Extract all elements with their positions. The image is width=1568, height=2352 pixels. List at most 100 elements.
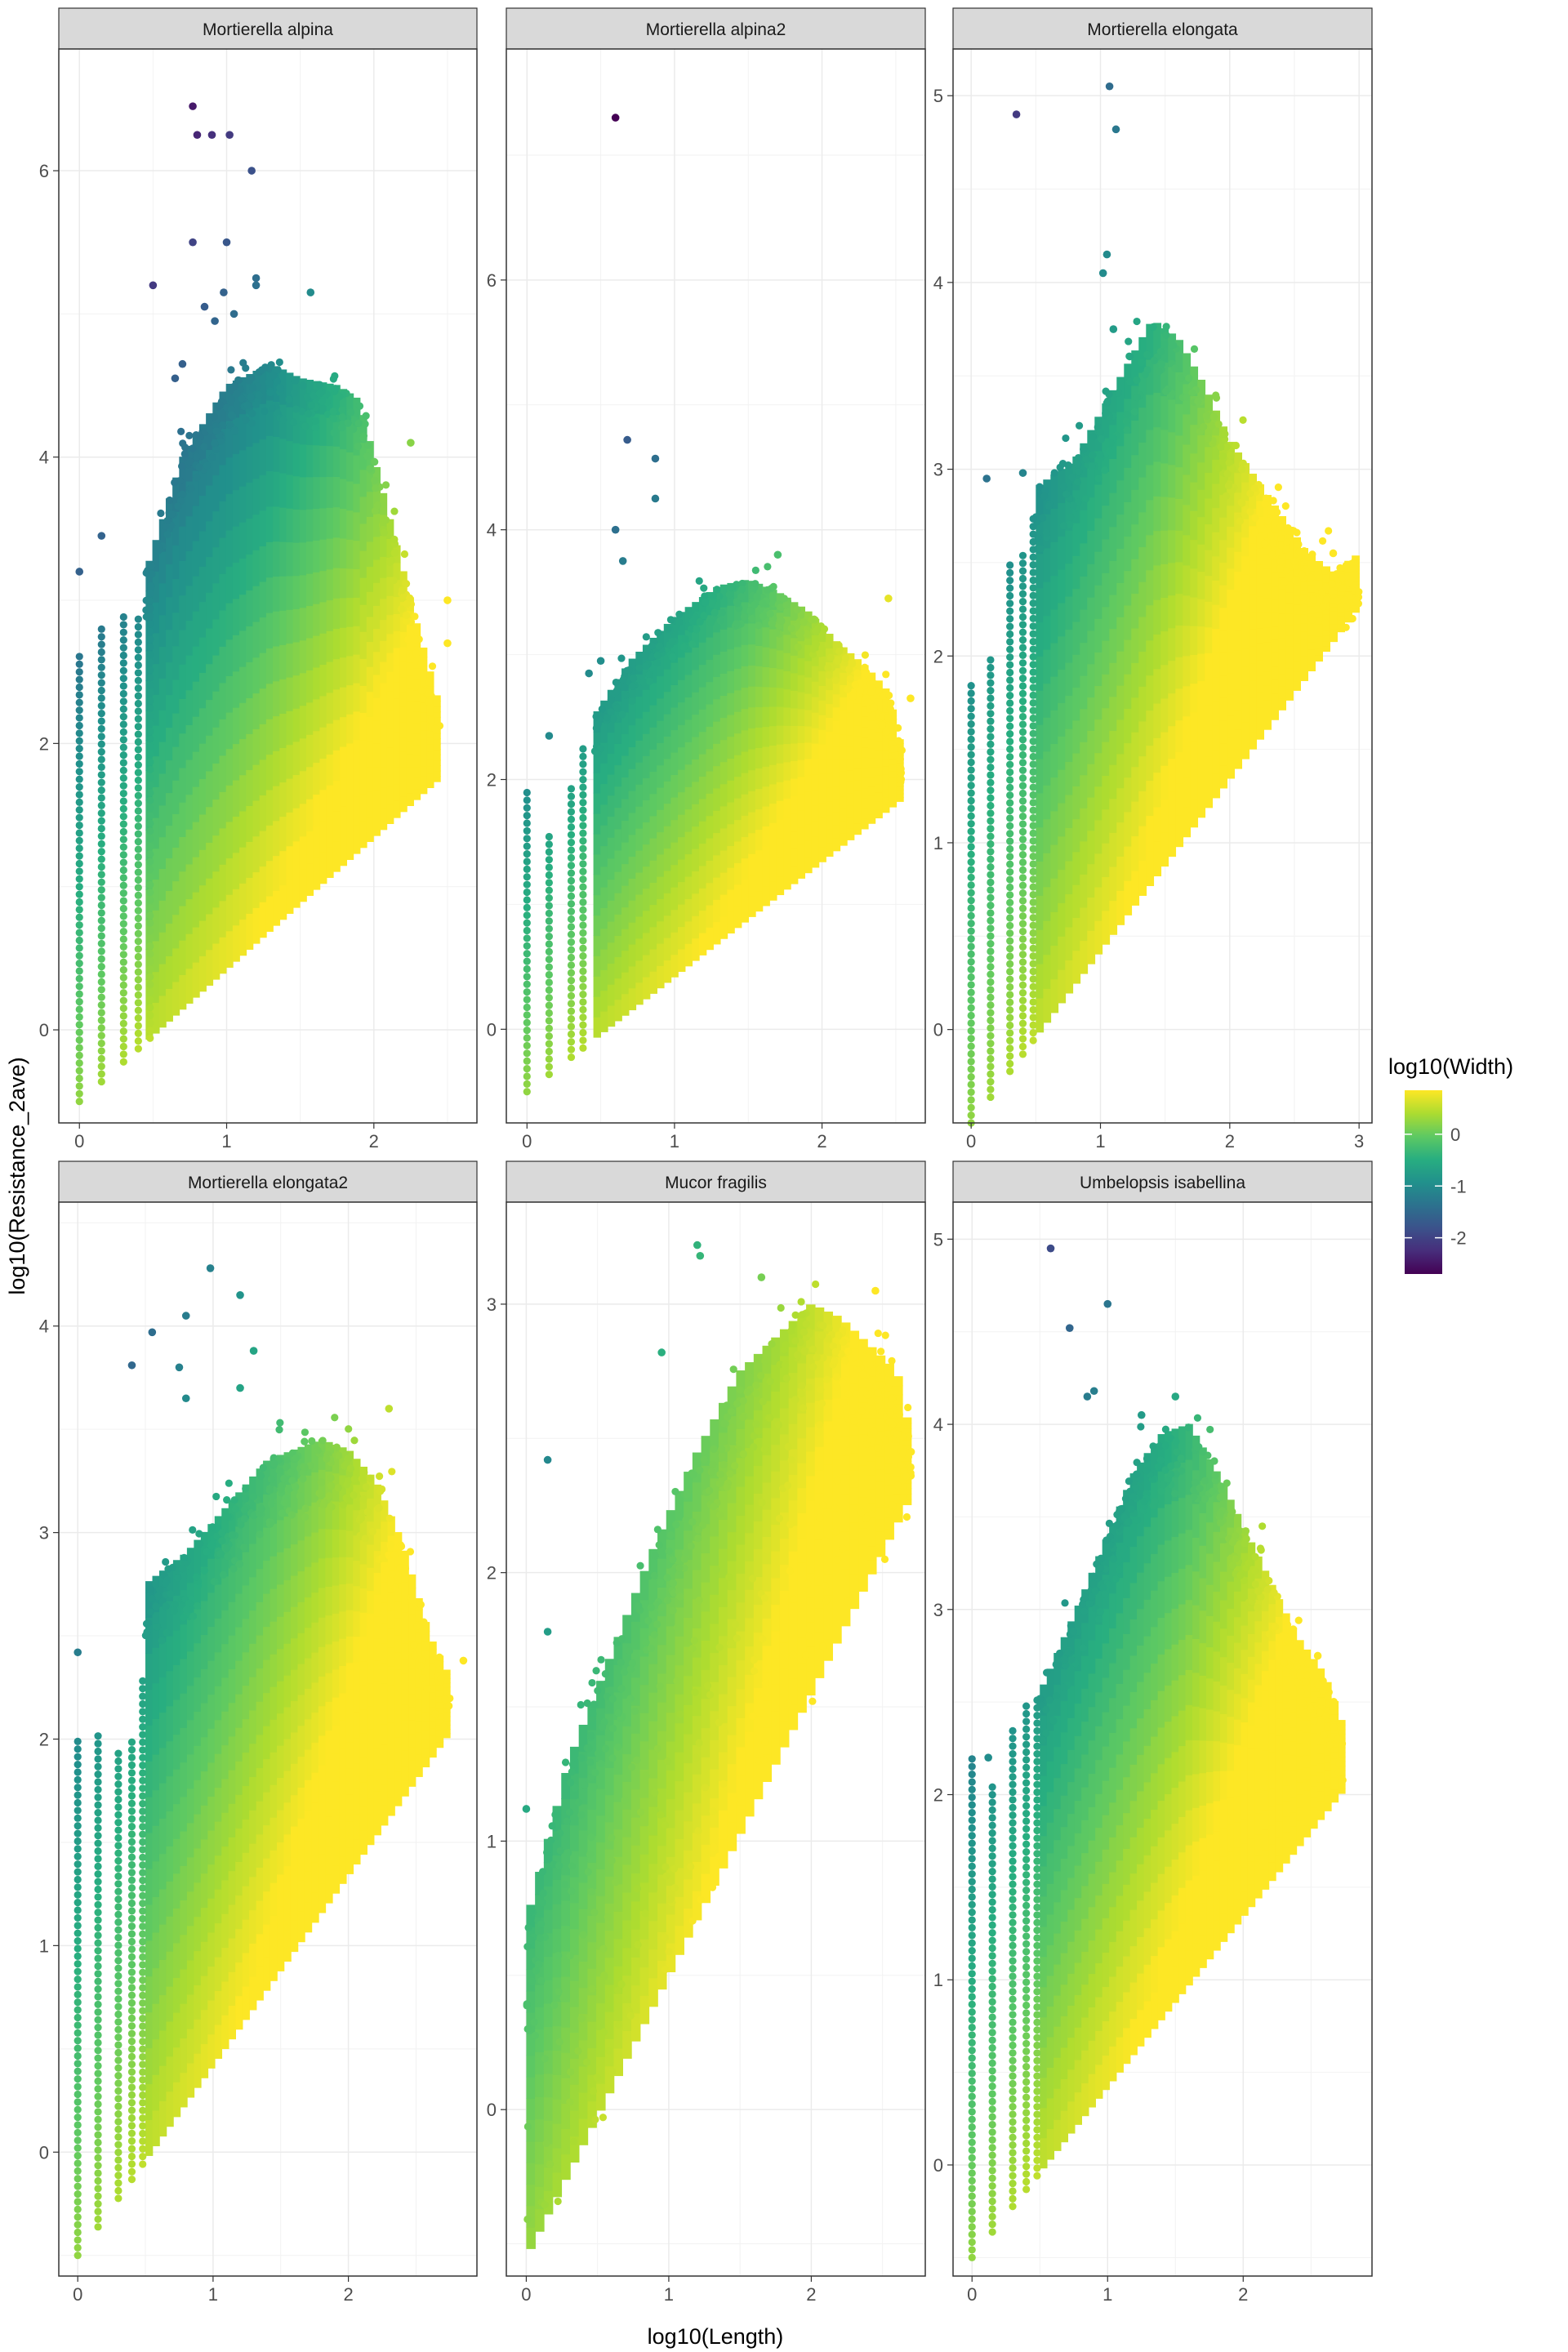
point-density-cell: [1043, 954, 1052, 989]
point-density-cell: [152, 570, 160, 603]
point-density-cell: [811, 773, 820, 791]
point-density-cell: [642, 976, 651, 1000]
data-point: [114, 1941, 122, 1949]
data-point: [668, 637, 676, 646]
data-point: [134, 960, 142, 969]
data-point: [119, 827, 127, 836]
point-density-cell: [1337, 615, 1345, 621]
point-density-cell: [235, 1995, 243, 2030]
point-density-cell: [198, 530, 207, 567]
data-point: [97, 671, 105, 679]
point-density-cell: [304, 1718, 313, 1750]
point-density-cell: [152, 817, 160, 849]
data-point: [208, 1523, 216, 1531]
point-density-cell: [252, 906, 261, 944]
point-density-cell: [421, 1622, 430, 1633]
data-point: [401, 1565, 410, 1573]
data-point: [1300, 546, 1308, 555]
point-density-cell: [145, 1976, 154, 2013]
point-density-cell: [783, 761, 791, 781]
data-point: [1103, 397, 1111, 406]
data-point: [1018, 866, 1027, 875]
data-point: [523, 873, 531, 881]
point-density-cell: [776, 724, 785, 745]
data-point: [1291, 577, 1299, 585]
data-point: [523, 826, 531, 835]
data-point: [119, 682, 127, 690]
point-density-cell: [194, 1608, 202, 1644]
point-density-cell: [1050, 777, 1059, 812]
point-density-cell: [1315, 635, 1323, 644]
point-density-cell: [769, 706, 777, 727]
point-density-cell: [185, 585, 194, 621]
point-density-cell: [366, 466, 374, 492]
data-point: [97, 986, 105, 994]
data-point: [252, 400, 260, 408]
data-point: [1006, 944, 1014, 953]
data-point: [114, 1918, 122, 1927]
data-point: [119, 935, 127, 943]
data-point: [545, 732, 554, 740]
data-point: [1204, 434, 1212, 443]
data-point: [301, 1437, 309, 1446]
point-density-cell: [741, 687, 750, 710]
point-density-cell: [386, 614, 394, 635]
point-density-cell: [219, 391, 227, 429]
point-density-cell: [882, 796, 890, 805]
data-point: [74, 1829, 82, 1838]
point-density-cell: [670, 751, 679, 776]
point-density-cell: [783, 652, 791, 671]
point-density-cell: [826, 689, 834, 705]
data-point: [119, 636, 127, 644]
point-density-cell: [353, 1636, 361, 1663]
data-point: [97, 893, 105, 902]
data-point: [567, 984, 576, 992]
data-point: [1171, 364, 1179, 372]
data-point: [523, 1057, 531, 1065]
data-point: [94, 1793, 102, 1802]
point-density-cell: [263, 1758, 271, 1793]
point-density-cell: [1271, 639, 1280, 653]
point-density-cell: [1271, 586, 1280, 600]
data-point: [1006, 1067, 1014, 1076]
point-density-cell: [340, 805, 348, 836]
point-density-cell: [1175, 434, 1184, 468]
point-density-cell: [1234, 570, 1243, 592]
point-density-cell: [386, 652, 394, 672]
point-density-cell: [1094, 685, 1103, 720]
point-density-cell: [180, 1864, 188, 1901]
data-point: [1006, 684, 1014, 692]
point-density-cell: [228, 1769, 236, 1804]
point-density-cell: [1197, 434, 1206, 463]
data-point: [1018, 651, 1027, 660]
point-density-cell: [818, 655, 826, 671]
point-density-cell: [373, 1703, 381, 1726]
point-density-cell: [706, 636, 714, 660]
point-density-cell: [614, 764, 622, 787]
point-density-cell: [373, 1593, 381, 1617]
point-density-cell: [311, 1501, 319, 1533]
point-density-cell: [698, 686, 707, 710]
data-point: [1006, 729, 1014, 738]
data-point: [114, 2156, 122, 2164]
data-point: [146, 758, 154, 766]
data-point: [285, 395, 293, 403]
point-density-cell: [1307, 605, 1316, 614]
data-point: [567, 884, 576, 893]
point-density-cell: [340, 478, 348, 510]
point-density-cell: [212, 906, 220, 944]
point-density-cell: [1050, 877, 1059, 912]
point-density-cell: [684, 898, 693, 922]
data-point: [327, 1481, 336, 1490]
data-point: [1029, 1005, 1037, 1014]
point-density-cell: [832, 746, 841, 760]
point-density-cell: [279, 506, 287, 542]
data-point: [1018, 743, 1027, 751]
data-point: [275, 358, 283, 367]
point-density-cell: [706, 792, 714, 817]
point-density-cell: [790, 724, 799, 744]
point-density-cell: [853, 768, 862, 781]
point-density-cell: [1138, 651, 1147, 687]
point-density-cell: [265, 860, 274, 897]
point-density-cell: [353, 397, 361, 427]
